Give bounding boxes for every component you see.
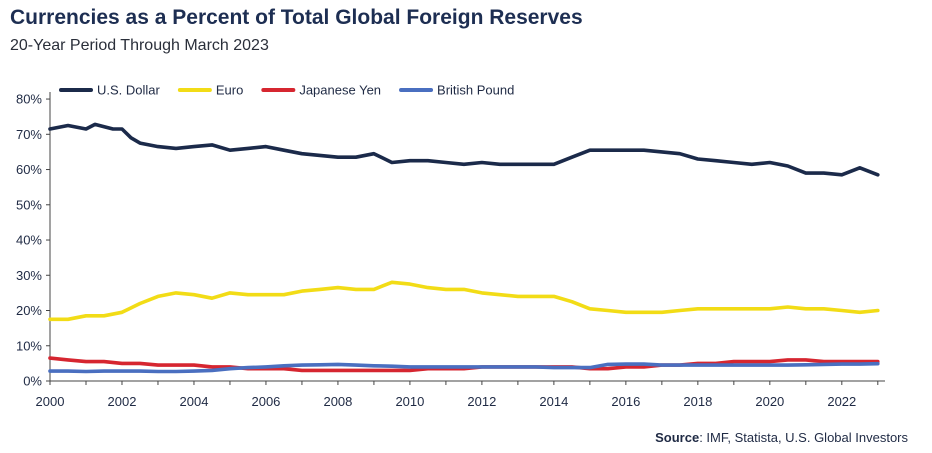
x-tick-label: 2016 [611, 394, 640, 409]
series-line-euro [48, 280, 880, 322]
x-tick-label: 2020 [755, 394, 784, 409]
source-text: : IMF, Statista, U.S. Global Investors [699, 430, 908, 445]
y-tick-label: 80% [16, 92, 42, 107]
x-tick-label: 2008 [323, 394, 352, 409]
y-tick-label: 60% [16, 162, 42, 177]
x-tick-label: 2004 [180, 394, 209, 409]
y-tick-label: 20% [16, 303, 42, 318]
legend-label-euro: Euro [216, 83, 243, 98]
legend-label-british-pound: British Pound [437, 83, 514, 98]
chart-legend: U.S. Dollar Euro Japanese Yen British Pound [59, 83, 514, 98]
source-label: Source [655, 430, 700, 445]
y-tick-label: 40% [16, 233, 42, 248]
y-tick-label: 0% [23, 374, 42, 389]
y-tick-label: 50% [16, 197, 42, 212]
x-tick-label: 2006 [251, 394, 280, 409]
x-tick-label: 2010 [395, 394, 424, 409]
chart-axes: 0% 10% 20% 30% 40% 50% 60% 70% 80% 2000 2002 2004 20… [16, 92, 885, 409]
y-tick-label: 10% [16, 338, 42, 353]
chart-title: Currencies as a Percent of Total Global … [10, 6, 583, 29]
x-tick-label: 2018 [683, 394, 712, 409]
series-line-japanese-yen [48, 356, 880, 373]
legend-label-u-s-dollar: U.S. Dollar [97, 83, 161, 98]
x-tick-label: 2012 [467, 394, 496, 409]
legend-label-japanese-yen: Japanese Yen [299, 83, 381, 98]
source-note: Source: IMF, Statista, U.S. Global Inves… [655, 430, 908, 445]
series-line-u-s-dollar [48, 122, 880, 177]
series-line-british-pound [48, 361, 880, 374]
y-tick-label: 70% [16, 127, 42, 142]
x-tick-label: 2000 [36, 394, 65, 409]
x-tick-label: 2022 [827, 394, 856, 409]
x-tick-label: 2014 [539, 394, 568, 409]
y-tick-label: 30% [16, 268, 42, 283]
chart-subtitle: 20-Year Period Through March 2023 [10, 37, 269, 54]
series-layer [48, 122, 880, 374]
x-tick-label: 2002 [108, 394, 137, 409]
